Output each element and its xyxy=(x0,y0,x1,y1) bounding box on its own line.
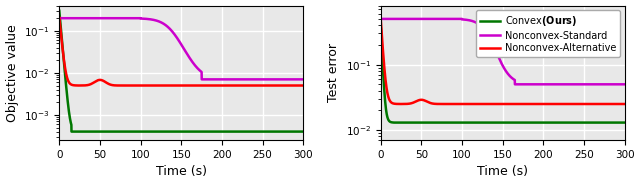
Convex(Ours) xyxy=(377,23,385,25)
Nonconvex-Standard xyxy=(377,18,385,20)
Nonconvex-Alternative xyxy=(621,103,628,105)
Nonconvex-Alternative xyxy=(569,103,577,105)
Convex(Ours) xyxy=(614,121,621,124)
Convex(Ours) xyxy=(489,121,497,124)
Nonconvex-Standard xyxy=(489,43,497,46)
Convex(Ours) xyxy=(389,121,397,124)
Convex(Ours) xyxy=(621,121,628,124)
Convex(Ours) xyxy=(569,121,577,124)
Line: Convex(Ours): Convex(Ours) xyxy=(381,24,625,123)
Legend: Convex$\bf{(Ours)}$, Nonconvex-Standard, Nonconvex-Alternative: Convex$\bf{(Ours)}$, Nonconvex-Standard,… xyxy=(476,10,620,57)
Nonconvex-Alternative xyxy=(377,16,385,19)
Convex(Ours) xyxy=(495,121,503,124)
Nonconvex-Alternative xyxy=(614,103,621,105)
Nonconvex-Standard xyxy=(621,83,628,85)
Convex(Ours) xyxy=(614,121,621,124)
Nonconvex-Alternative xyxy=(614,103,621,105)
Line: Nonconvex-Standard: Nonconvex-Standard xyxy=(381,19,625,84)
Nonconvex-Standard xyxy=(495,58,503,60)
Line: Nonconvex-Alternative: Nonconvex-Alternative xyxy=(381,17,625,104)
Nonconvex-Alternative xyxy=(495,103,503,105)
Y-axis label: Objective value: Objective value xyxy=(6,24,19,122)
Nonconvex-Standard xyxy=(569,83,577,85)
Nonconvex-Standard xyxy=(511,83,519,85)
Convex(Ours) xyxy=(389,121,397,124)
Nonconvex-Alternative xyxy=(489,103,497,105)
X-axis label: Time (s): Time (s) xyxy=(156,165,207,178)
Nonconvex-Standard xyxy=(389,18,397,20)
Nonconvex-Alternative xyxy=(461,103,469,105)
Y-axis label: Test error: Test error xyxy=(327,43,340,102)
Nonconvex-Standard xyxy=(614,83,621,85)
Nonconvex-Standard xyxy=(614,83,621,85)
X-axis label: Time (s): Time (s) xyxy=(477,165,528,178)
Nonconvex-Alternative xyxy=(389,102,397,105)
